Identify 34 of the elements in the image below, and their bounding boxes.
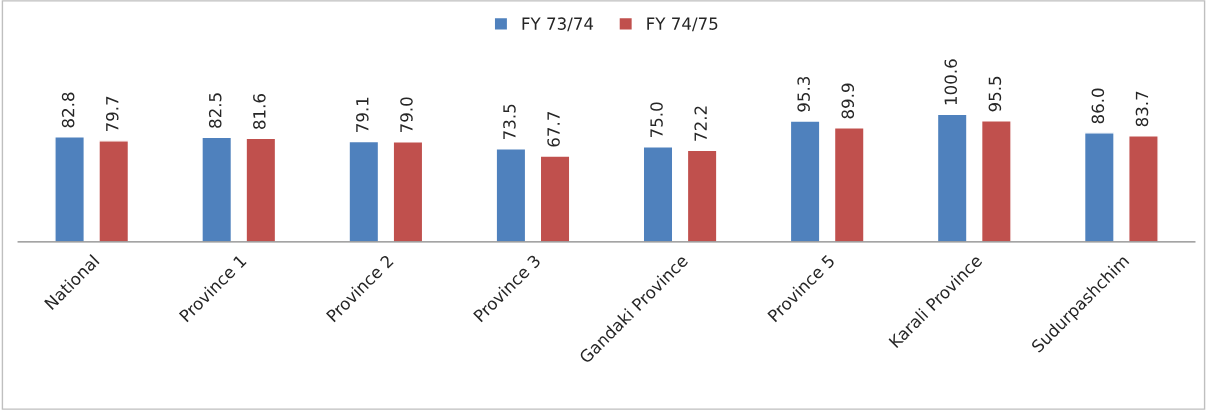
data-label: 100.6 bbox=[944, 59, 958, 105]
data-label: 79.1 bbox=[356, 97, 369, 132]
bar bbox=[348, 140, 380, 242]
bar bbox=[1083, 132, 1115, 242]
bar bbox=[1128, 135, 1159, 242]
data-label: 82.5 bbox=[208, 93, 222, 128]
data-label: 89.9 bbox=[841, 83, 855, 119]
bar bbox=[201, 136, 233, 242]
bar bbox=[392, 141, 424, 242]
bar bbox=[833, 127, 865, 242]
bar bbox=[936, 113, 968, 242]
bar bbox=[495, 147, 527, 242]
bar bbox=[686, 149, 718, 242]
data-label: 95.5 bbox=[988, 76, 1002, 112]
bar bbox=[642, 146, 674, 242]
bar bbox=[245, 137, 277, 242]
bar bbox=[980, 120, 1012, 242]
data-label: 73.5 bbox=[503, 104, 516, 139]
data-label: 79.7 bbox=[105, 96, 119, 132]
bar bbox=[98, 140, 130, 242]
bar bbox=[539, 155, 571, 242]
bar bbox=[789, 120, 821, 242]
legend-label: FY 73/74 bbox=[522, 17, 594, 32]
legend-label: FY 74/75 bbox=[647, 17, 718, 32]
bar bbox=[54, 136, 85, 242]
data-label: 72.2 bbox=[694, 106, 707, 141]
data-label: 75.0 bbox=[650, 102, 663, 138]
data-label: 67.7 bbox=[547, 112, 560, 147]
data-label: 83.7 bbox=[1135, 91, 1149, 127]
data-label: 86.0 bbox=[1091, 88, 1105, 124]
data-label: 95.3 bbox=[797, 76, 810, 112]
data-label: 82.8 bbox=[61, 92, 75, 128]
data-label: 81.6 bbox=[253, 94, 266, 129]
data-label: 79.0 bbox=[400, 97, 413, 133]
